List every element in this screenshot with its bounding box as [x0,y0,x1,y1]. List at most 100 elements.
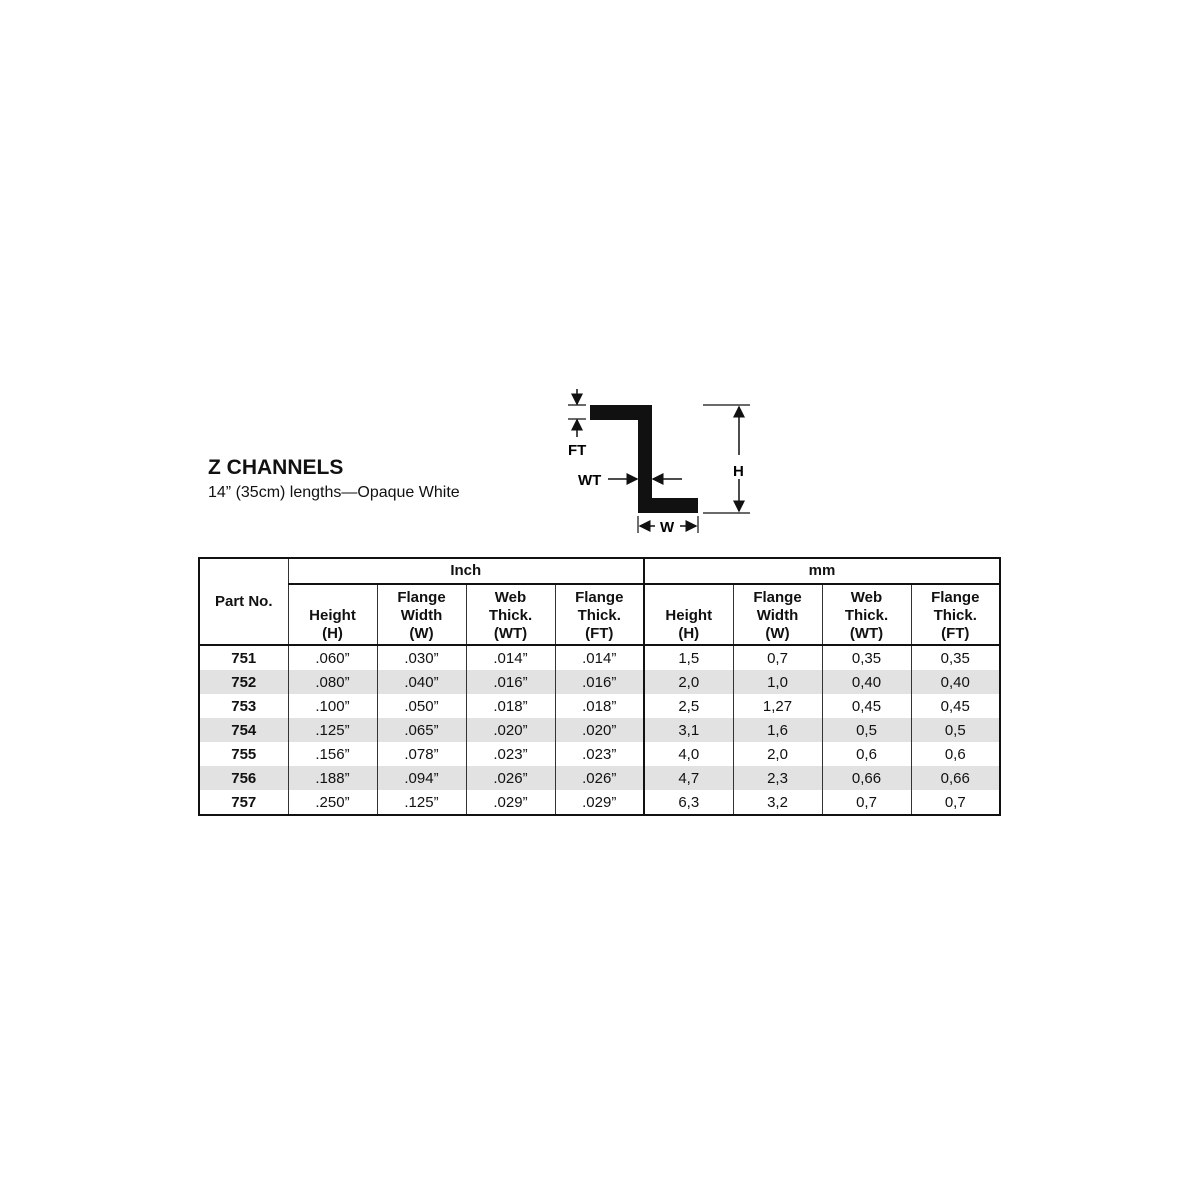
column-header-line: Height [309,607,356,624]
inch-value-cell: .125” [287,718,377,742]
mm-value-cell: 6,3 [643,790,733,815]
inch-value-cell: .029” [465,790,555,815]
part-number-cell: 754 [198,718,288,742]
h-label: H [733,463,744,480]
inch-value-cell: .050” [376,694,466,718]
column-header-line: (W) [765,625,790,642]
column-header-line: (FT) [585,625,614,642]
inch-group-header: Inch [287,558,644,585]
mm-value-cell: 0,40 [910,670,1000,694]
column-header-line: Flange [931,589,980,606]
inch-value-cell: .078” [376,742,466,766]
mm-value-cell: 2,0 [732,742,822,766]
mm-value-cell: 0,5 [821,718,911,742]
column-header-line: Thick. [844,607,889,624]
column-header-line: Flange [753,589,802,606]
table-row: 751.060” .030” .014” .014” 1,5 0,7 0,35 0,35 [198,645,1000,670]
column-header-line: Web [494,589,527,606]
table-row: 752.080” .040” .016” .016” 2,0 1,0 0,40 0,40 [198,670,1000,694]
inch-value-cell: .026” [465,766,555,790]
inch-value-cell: .018” [465,694,555,718]
part-number-cell: 751 [198,645,288,670]
inch-value-cell: .040” [376,670,466,694]
inch-value-cell: .016” [465,670,555,694]
mm-value-cell: 1,27 [732,694,822,718]
inch-column-header: Height (H) [287,584,377,646]
z-profile-shape [590,405,698,513]
inch-value-cell: .016” [554,670,644,694]
page-title: Z CHANNELS [208,456,344,479]
mm-column-header: Flange Width (W) [732,584,822,646]
mm-value-cell: 1,6 [732,718,822,742]
inch-column-header: Flange Thick. (FT) [554,584,644,646]
column-header-line: Web [850,589,883,606]
mm-value-cell: 0,7 [732,645,822,670]
inch-value-cell: .029” [554,790,644,815]
inch-value-cell: .156” [287,742,377,766]
table-row: 754.125” .065” .020” .020” 3,1 1,6 0,5 0,5 [198,718,1000,742]
inch-value-cell: .018” [554,694,644,718]
table-row: 753.100” .050” .018” .018” 2,5 1,27 0,45 0,45 [198,694,1000,718]
inch-value-cell: .014” [554,645,644,670]
part-no-header: Part No. [198,558,288,646]
inch-value-cell: .250” [287,790,377,815]
column-header-line: (WT) [493,625,528,642]
ft-label: FT [568,442,586,459]
inch-column-header: Web Thick. (WT) [465,584,555,646]
inch-value-cell: .065” [376,718,466,742]
column-header-line: (FT) [941,625,970,642]
inch-value-cell: .023” [465,742,555,766]
mm-value-cell: 2,5 [643,694,733,718]
column-header-line: Width [400,607,443,624]
mm-value-cell: 2,3 [732,766,822,790]
column-header-line: Thick. [577,607,621,624]
part-number-cell: 755 [198,742,288,766]
mm-group-header: mm [643,558,1000,585]
mm-value-cell: 0,66 [910,766,1000,790]
column-header-line: Flange [575,589,624,606]
inch-value-cell: .188” [287,766,377,790]
mm-value-cell: 0,40 [821,670,911,694]
mm-value-cell: 0,66 [821,766,911,790]
part-number-cell: 756 [198,766,288,790]
table-row: 755.156” .078” .023” .023” 4,0 2,0 0,6 0,6 [198,742,1000,766]
part-number-cell: 753 [198,694,288,718]
mm-value-cell: 0,6 [821,742,911,766]
mm-value-cell: 0,45 [910,694,1000,718]
w-label: W [660,519,675,535]
inch-value-cell: .020” [554,718,644,742]
part-number-cell: 757 [198,790,288,815]
mm-column-header: Flange Thick. (FT) [910,584,1000,646]
mm-value-cell: 3,1 [643,718,733,742]
column-header-line: Flange [397,589,446,606]
column-header-line: Height [665,607,713,624]
mm-value-cell: 2,0 [643,670,733,694]
z-channel-diagram: FT WT H W [568,389,750,535]
part-number-cell: 752 [198,670,288,694]
mm-value-cell: 1,5 [643,645,733,670]
mm-value-cell: 0,35 [821,645,911,670]
mm-value-cell: 0,5 [910,718,1000,742]
mm-value-cell: 3,2 [732,790,822,815]
inch-value-cell: .026” [554,766,644,790]
inch-column-header: Flange Width (W) [376,584,466,646]
inch-value-cell: .014” [465,645,555,670]
table-row: 757.250” .125” .029” .029” 6,3 3,2 0,7 0,7 [198,790,1000,815]
page-subtitle: 14” (35cm) lengths—Opaque White [208,484,460,501]
column-header-line: (H) [322,625,343,642]
column-header-line: (W) [409,625,434,642]
mm-value-cell: 4,7 [643,766,733,790]
mm-value-cell: 0,6 [910,742,1000,766]
mm-value-cell: 0,35 [910,645,1000,670]
mm-column-header: Web Thick. (WT) [821,584,911,646]
column-header-line: (WT) [849,625,884,642]
column-header-line: Thick. [933,607,977,624]
mm-value-cell: 0,7 [821,790,911,815]
mm-value-cell: 4,0 [643,742,733,766]
inch-value-cell: .020” [465,718,555,742]
inch-value-cell: .080” [287,670,377,694]
inch-value-cell: .094” [376,766,466,790]
mm-value-cell: 1,0 [732,670,822,694]
z-channels-table: Part No. Inch mm Height (H) Flange Width (W)… [198,557,1001,816]
wt-label: WT [578,472,601,489]
